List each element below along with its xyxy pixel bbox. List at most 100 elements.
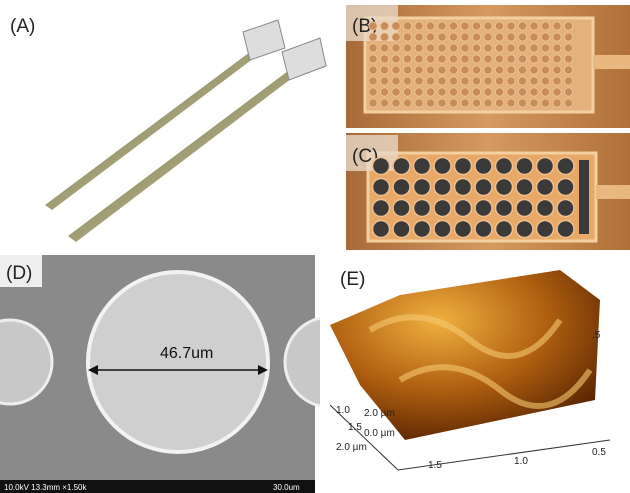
electrode-site [537, 221, 554, 238]
electrode-site [484, 33, 492, 41]
figure: (A) (B) (C) 46.7um 10.0kV 13.3mm ×1.50k … [0, 0, 630, 493]
electrode-site [553, 22, 561, 30]
electrode-site [557, 179, 574, 196]
electrode-site [496, 200, 513, 217]
electrode-site [369, 77, 377, 85]
electrode-site [434, 158, 451, 175]
electrode-site [564, 55, 572, 63]
panel-c: (C) [346, 133, 630, 250]
electrode-site [455, 200, 472, 217]
electrode-site [426, 55, 434, 63]
electrode-site [393, 200, 410, 217]
electrode-site [426, 22, 434, 30]
electrode-site [516, 158, 533, 175]
electrode-site [403, 77, 411, 85]
electrode-site [415, 33, 423, 41]
electrode-site [393, 158, 410, 175]
electrode-site [541, 99, 549, 107]
electrode-site [495, 66, 503, 74]
electrode-site [530, 33, 538, 41]
electrode-site [553, 66, 561, 74]
electrode-site [438, 55, 446, 63]
electrode-site [516, 179, 533, 196]
electrode-site [434, 179, 451, 196]
electrode-site [518, 88, 526, 96]
electrode-site [516, 200, 533, 217]
electrode-site [518, 77, 526, 85]
panel-label: (A) [10, 16, 35, 37]
electrode-site [426, 88, 434, 96]
electrode-site [380, 55, 388, 63]
reference-electrode [579, 160, 589, 234]
electrode-site [507, 99, 515, 107]
electrode-site [380, 66, 388, 74]
electrode-site [369, 88, 377, 96]
electrode-site [495, 55, 503, 63]
electrode-site [472, 22, 480, 30]
electrode-site [537, 179, 554, 196]
electrode-site [530, 22, 538, 30]
electrode-site [472, 55, 480, 63]
electrode-site [373, 200, 390, 217]
electrode-site [530, 99, 538, 107]
electrode-site [541, 77, 549, 85]
electrode-site [403, 44, 411, 52]
electrode-site [438, 66, 446, 74]
electrode-site [369, 33, 377, 41]
electrode-site [392, 77, 400, 85]
electrode-site [484, 88, 492, 96]
measurement: 46.7um [160, 345, 213, 362]
axis-label: 0.5 [592, 447, 606, 458]
electrode-site [415, 77, 423, 85]
electrode-site [475, 179, 492, 196]
electrode-site [496, 221, 513, 238]
electrode-site [475, 221, 492, 238]
electrode-site [403, 55, 411, 63]
electrode-site [373, 221, 390, 238]
electrode-site [496, 158, 513, 175]
electrode-site [449, 44, 457, 52]
electrode-site [553, 77, 561, 85]
electrode-site [449, 77, 457, 85]
electrode-site [369, 99, 377, 107]
electrode-site [564, 99, 572, 107]
electrode-site [564, 88, 572, 96]
electrode-site [414, 179, 431, 196]
electrode-site [434, 221, 451, 238]
electrode-site [414, 200, 431, 217]
electrode-site [541, 22, 549, 30]
electrode-site [415, 99, 423, 107]
electrode-site [380, 33, 388, 41]
electrode-site [564, 44, 572, 52]
electrode-site [455, 158, 472, 175]
electrode-site [455, 221, 472, 238]
electrode-site [518, 33, 526, 41]
trace [596, 185, 630, 199]
axis-label: 1.5 [348, 422, 362, 433]
electrode-site [369, 22, 377, 30]
electrode-site [507, 22, 515, 30]
electrode-site [392, 55, 400, 63]
electrode-site [484, 22, 492, 30]
electrode-site [472, 44, 480, 52]
electrode-site [537, 200, 554, 217]
electrode-site [392, 99, 400, 107]
electrode-site [449, 33, 457, 41]
panel-a: (A) [0, 0, 340, 250]
electrode-site [461, 77, 469, 85]
electrode-site [496, 179, 513, 196]
electrode-site [495, 77, 503, 85]
electrode-site [472, 77, 480, 85]
electrode-site [461, 33, 469, 41]
electrode-site [557, 200, 574, 217]
electrode-site [518, 44, 526, 52]
electrode-site [553, 55, 561, 63]
electrode-site [449, 66, 457, 74]
electrode-site [516, 221, 533, 238]
electrode-site [461, 44, 469, 52]
electrode-site [530, 66, 538, 74]
electrode-site [380, 77, 388, 85]
electrode-site [507, 44, 515, 52]
electrode-site [380, 88, 388, 96]
electrode-site [415, 88, 423, 96]
